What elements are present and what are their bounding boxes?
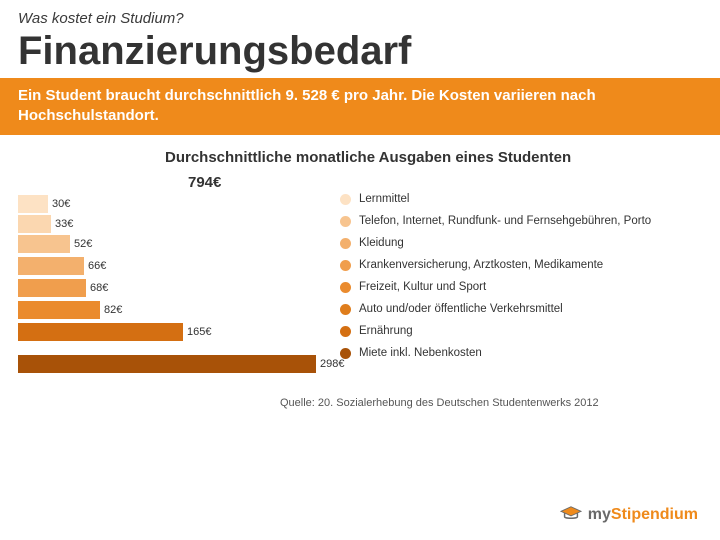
bar (18, 301, 100, 319)
legend-label: Krankenversicherung, Arztkosten, Medikam… (359, 259, 603, 271)
legend-swatch-icon (340, 194, 351, 205)
chart-subtitle: Durchschnittliche monatliche Ausgaben ei… (0, 135, 720, 172)
legend-swatch-icon (340, 348, 351, 359)
bar (18, 215, 51, 233)
bar (18, 195, 48, 213)
slide: Was kostet ein Studium? Finanzierungsbed… (0, 0, 720, 540)
legend-swatch-icon (340, 326, 351, 337)
bar (18, 323, 183, 341)
bar-row: 33€ (18, 215, 318, 233)
legend-item: Miete inkl. Nebenkosten (340, 342, 651, 364)
chart-area: 794€ 30€33€52€66€68€82€165€298€ Lernmitt… (0, 172, 720, 373)
legend-label: Kleidung (359, 237, 404, 249)
brand-suffix: Stipendium (611, 506, 698, 523)
bar-row: 52€ (18, 235, 318, 253)
footer-logo: myStipendium (560, 504, 698, 526)
legend-label: Lernmittel (359, 193, 410, 205)
overline: Was kostet ein Studium? (0, 0, 720, 29)
bar (18, 355, 316, 373)
legend-item: Freizeit, Kultur und Sport (340, 276, 651, 298)
legend-swatch-icon (340, 260, 351, 271)
bar-row: 66€ (18, 257, 318, 275)
brand-text: myStipendium (588, 506, 698, 524)
legend-label: Ernährung (359, 325, 413, 337)
bar-label: 68€ (86, 279, 108, 297)
page-title: Finanzierungsbedarf (0, 29, 720, 78)
legend-item: Kleidung (340, 232, 651, 254)
bar-row: 165€ (18, 323, 318, 341)
scholarship-cap-icon (560, 504, 582, 526)
summary-band: Ein Student braucht durchschnittlich 9. … (0, 78, 720, 135)
legend: Lernmittel Telefon, Internet, Rundfunk- u… (340, 188, 651, 364)
bar-label: 66€ (84, 257, 106, 275)
legend-item: Telefon, Internet, Rundfunk- und Fernseh… (340, 210, 651, 232)
bar (18, 279, 86, 297)
bar-label: 33€ (51, 215, 73, 233)
bar-row: 82€ (18, 301, 318, 319)
legend-label: Freizeit, Kultur und Sport (359, 281, 486, 293)
bar-label: 165€ (183, 323, 211, 341)
legend-swatch-icon (340, 282, 351, 293)
legend-label: Auto und/oder öffentliche Verkehrsmittel (359, 303, 563, 315)
brand-prefix: my (588, 506, 611, 523)
bar-row: 298€ (18, 355, 318, 373)
source-text: Quelle: 20. Sozialerhebung des Deutschen… (0, 375, 720, 409)
bar-row: 68€ (18, 279, 318, 297)
bar-column: 30€ 33€ 52€ 66€ 68€ 82€ 165€ 298€ (18, 195, 318, 373)
legend-swatch-icon (340, 216, 351, 227)
bar-row: 30€ (18, 195, 318, 213)
bar (18, 235, 70, 253)
bar-label: 82€ (100, 301, 122, 319)
legend-swatch-icon (340, 238, 351, 249)
legend-item: Lernmittel (340, 188, 651, 210)
bar-label: 52€ (70, 235, 92, 253)
bar-label: 30€ (48, 195, 70, 213)
legend-item: Auto und/oder öffentliche Verkehrsmittel (340, 298, 651, 320)
bar (18, 257, 84, 275)
legend-label: Telefon, Internet, Rundfunk- und Fernseh… (359, 215, 651, 227)
legend-swatch-icon (340, 304, 351, 315)
legend-label: Miete inkl. Nebenkosten (359, 347, 482, 359)
legend-item: Ernährung (340, 320, 651, 342)
legend-item: Krankenversicherung, Arztkosten, Medikam… (340, 254, 651, 276)
